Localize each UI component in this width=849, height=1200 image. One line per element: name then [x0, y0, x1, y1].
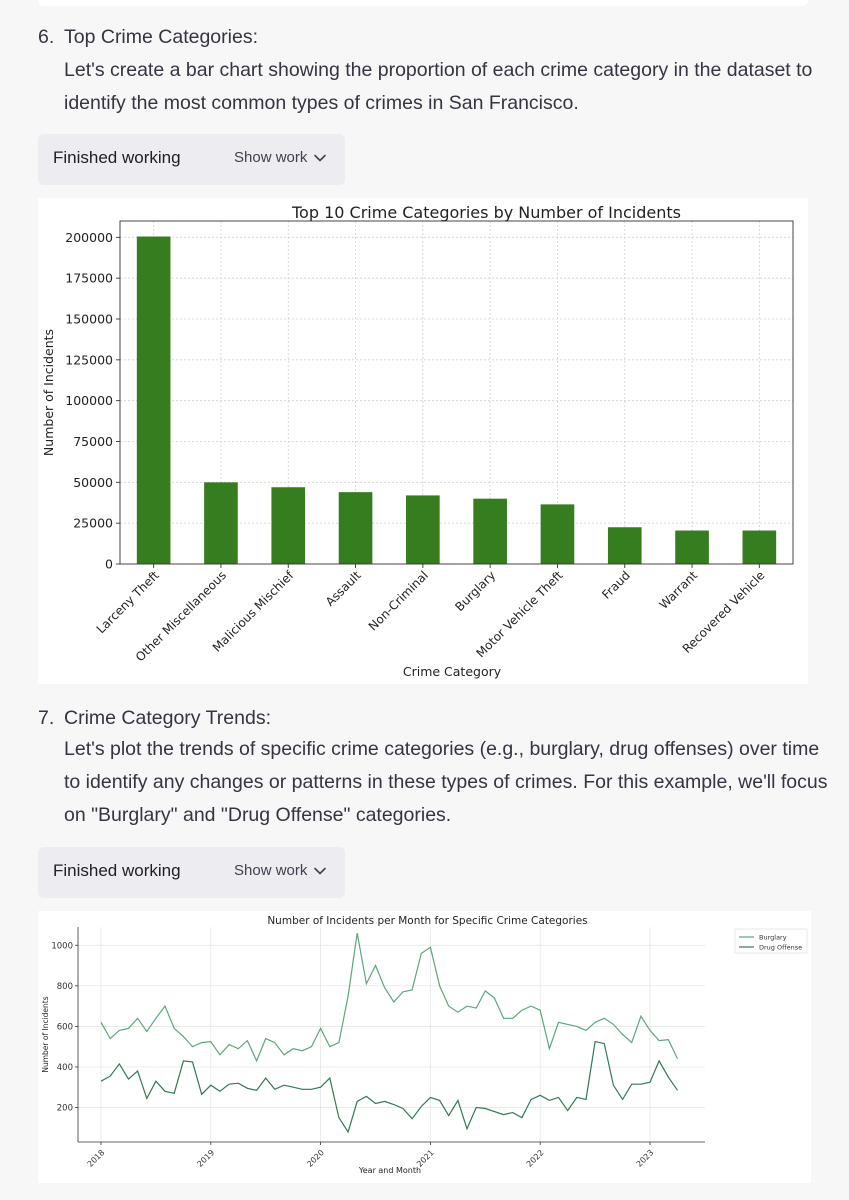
x-tick-label: 2020	[305, 1148, 326, 1169]
bar	[742, 530, 777, 564]
finished-working-panel: Finished working Show work	[38, 134, 345, 185]
y-tick-label: 50000	[73, 475, 113, 490]
chevron-down-icon[interactable]	[314, 867, 326, 875]
description-line: on "Burglary" and "Drug Offense" categor…	[64, 804, 452, 826]
legend-label: Drug Offense	[759, 944, 802, 952]
section-number: 7.	[38, 707, 55, 729]
section-heading: 7. Crime Category Trends:	[38, 702, 271, 734]
bar-chart-panel: 0 25000 50000 75000 100000 125000 150000 175000…	[38, 198, 808, 684]
chart-title: Top 10 Crime Categories by Number of Inc…	[291, 203, 681, 222]
legend-label: Burglary	[759, 934, 787, 942]
series-line	[100, 1040, 678, 1134]
y-tick-label: 0	[105, 557, 113, 572]
chart-title: Number of Incidents per Month for Specif…	[267, 915, 587, 927]
chevron-down-icon[interactable]	[314, 154, 326, 162]
y-tick-label: 25000	[73, 516, 113, 531]
y-axis-label: Number of Incidents	[41, 329, 56, 456]
bar	[473, 498, 507, 564]
x-tick-label: Assault	[323, 568, 364, 609]
y-tick-label: 150000	[65, 312, 113, 327]
x-tick-label: 2022	[525, 1148, 546, 1169]
y-tick-label: 200000	[65, 230, 113, 245]
x-tick-label: Non-Criminal	[366, 568, 431, 633]
section-description: Let's create a bar chart showing the pro…	[64, 54, 824, 120]
status-label: Finished working	[53, 861, 181, 880]
section-description: Let's plot the trends of specific crime …	[64, 733, 828, 832]
y-tick-label: 200	[57, 1104, 73, 1114]
x-tick-label: 2019	[195, 1148, 216, 1169]
bar	[338, 492, 373, 564]
section-number: 6.	[38, 26, 55, 48]
finished-working-panel: Finished working Show work	[38, 847, 345, 898]
legend-box	[734, 928, 808, 954]
section-heading: 6. Top Crime Categories:	[38, 21, 258, 53]
y-tick-label: 125000	[65, 352, 113, 367]
bar	[271, 487, 306, 564]
line-chart-panel: 200 400 600 800 1000 2018 2019 2020 2021 2022 2023…	[38, 911, 811, 1183]
description-line: to identify any changes or patterns in t…	[64, 771, 828, 793]
bar	[675, 530, 709, 564]
section-title: Crime Category Trends:	[64, 707, 271, 729]
bar	[540, 504, 575, 564]
y-tick-label: 175000	[65, 271, 113, 286]
x-tick-label: 2023	[635, 1148, 656, 1169]
previous-output-card	[38, 0, 808, 6]
bar	[406, 495, 440, 564]
show-work-button[interactable]: Show work	[234, 862, 308, 879]
bar	[204, 482, 238, 564]
y-tick-label: 1000	[51, 941, 73, 951]
x-tick-label: Larceny Theft	[94, 568, 162, 636]
x-tick-label: Warrant	[656, 568, 700, 612]
bar	[136, 236, 171, 564]
y-tick-label: 75000	[73, 434, 113, 449]
status-label: Finished working	[53, 148, 181, 167]
x-tick-label: 2018	[86, 1148, 107, 1169]
section-title: Top Crime Categories:	[64, 26, 258, 48]
y-tick-label: 800	[57, 982, 73, 992]
description-line: identify the most common types of crimes…	[64, 92, 579, 114]
y-tick-label: 400	[57, 1063, 73, 1073]
legend: Burglary Drug Offense	[734, 928, 808, 954]
description-line: Let's create a bar chart showing the pro…	[64, 59, 813, 81]
description-line: Let's plot the trends of specific crime …	[64, 738, 820, 760]
y-axis-label: Number of Incidents	[41, 996, 50, 1072]
x-tick-label: Burglary	[452, 568, 498, 614]
bar-chart: 0 25000 50000 75000 100000 125000 150000 175000…	[41, 203, 794, 679]
x-axis-label: Crime Category	[403, 664, 502, 679]
y-tick-label: 100000	[65, 393, 113, 408]
plot-frame	[119, 220, 794, 565]
y-tick-label: 600	[57, 1022, 73, 1032]
show-work-button[interactable]: Show work	[234, 149, 308, 166]
bar	[607, 527, 642, 564]
x-tick-label: Fraud	[599, 568, 633, 602]
x-axis-label: Year and Month	[358, 1166, 421, 1175]
series-line	[100, 932, 679, 1063]
